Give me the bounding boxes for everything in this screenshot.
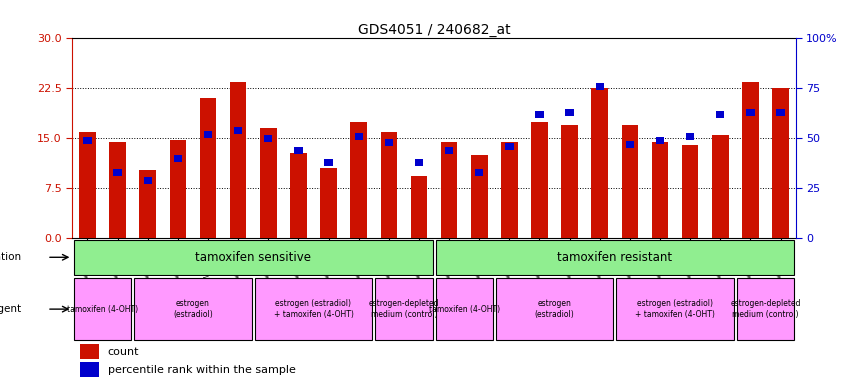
Bar — [200, 98, 216, 238]
Bar — [264, 135, 272, 142]
Bar — [475, 169, 483, 176]
Text: tamoxifen sensitive: tamoxifen sensitive — [195, 251, 311, 264]
Bar — [294, 147, 302, 154]
Bar — [230, 82, 247, 238]
Bar — [375, 278, 432, 341]
Bar — [234, 127, 243, 134]
Bar — [471, 155, 488, 238]
Bar — [260, 128, 277, 238]
Bar — [625, 141, 634, 148]
Text: count: count — [108, 347, 140, 357]
Bar — [436, 240, 794, 275]
Bar — [441, 142, 457, 238]
Bar — [531, 122, 548, 238]
Bar — [616, 278, 734, 341]
Bar — [169, 139, 186, 238]
Bar — [746, 109, 755, 116]
Text: tamoxifen (4-OHT): tamoxifen (4-OHT) — [67, 305, 138, 314]
Bar — [380, 132, 397, 238]
Text: estrogen
(estradiol): estrogen (estradiol) — [173, 299, 213, 319]
Bar — [411, 176, 427, 238]
Bar — [134, 278, 252, 341]
Bar — [717, 111, 724, 118]
Text: percentile rank within the sample: percentile rank within the sample — [108, 365, 295, 375]
Bar — [174, 155, 182, 162]
Bar — [83, 137, 92, 144]
Bar — [591, 88, 608, 238]
Bar — [496, 278, 614, 341]
Text: estrogen (estradiol)
+ tamoxifen (4-OHT): estrogen (estradiol) + tamoxifen (4-OHT) — [635, 299, 715, 319]
Text: genotype/variation: genotype/variation — [0, 252, 22, 262]
Bar — [436, 278, 493, 341]
Bar — [351, 122, 367, 238]
Text: estrogen
(estradiol): estrogen (estradiol) — [534, 299, 574, 319]
Bar — [505, 143, 513, 150]
Bar — [74, 278, 131, 341]
Bar — [109, 142, 126, 238]
Bar — [414, 159, 423, 166]
Bar — [445, 147, 454, 154]
Title: GDS4051 / 240682_at: GDS4051 / 240682_at — [357, 23, 511, 37]
Bar — [712, 135, 728, 238]
Bar — [80, 362, 99, 377]
Text: estrogen-depleted
medium (control): estrogen-depleted medium (control) — [730, 299, 801, 319]
Bar — [144, 177, 151, 184]
Bar — [535, 111, 544, 118]
Bar — [113, 169, 122, 176]
Bar — [621, 125, 638, 238]
Bar — [596, 83, 604, 90]
Bar — [656, 137, 664, 144]
Bar — [74, 240, 432, 275]
Bar — [204, 131, 212, 138]
Bar — [776, 109, 785, 116]
Bar — [686, 133, 694, 140]
Bar — [355, 133, 363, 140]
Bar — [737, 278, 794, 341]
Bar — [773, 88, 789, 238]
Text: tamoxifen resistant: tamoxifen resistant — [557, 251, 672, 264]
Bar — [501, 142, 517, 238]
Bar — [324, 159, 333, 166]
Text: tamoxifen (4-OHT): tamoxifen (4-OHT) — [429, 305, 500, 314]
Bar — [385, 139, 393, 146]
Bar — [79, 132, 95, 238]
Text: estrogen (estradiol)
+ tamoxifen (4-OHT): estrogen (estradiol) + tamoxifen (4-OHT) — [273, 299, 353, 319]
Bar — [140, 170, 156, 238]
Bar — [682, 145, 699, 238]
Bar — [290, 153, 306, 238]
Bar — [254, 278, 372, 341]
Bar — [562, 125, 578, 238]
Text: agent: agent — [0, 304, 22, 314]
Bar — [320, 168, 337, 238]
Text: estrogen-depleted
medium (control): estrogen-depleted medium (control) — [368, 299, 439, 319]
Bar — [742, 82, 759, 238]
Bar — [80, 344, 99, 359]
Bar — [566, 109, 574, 116]
Bar — [652, 142, 668, 238]
